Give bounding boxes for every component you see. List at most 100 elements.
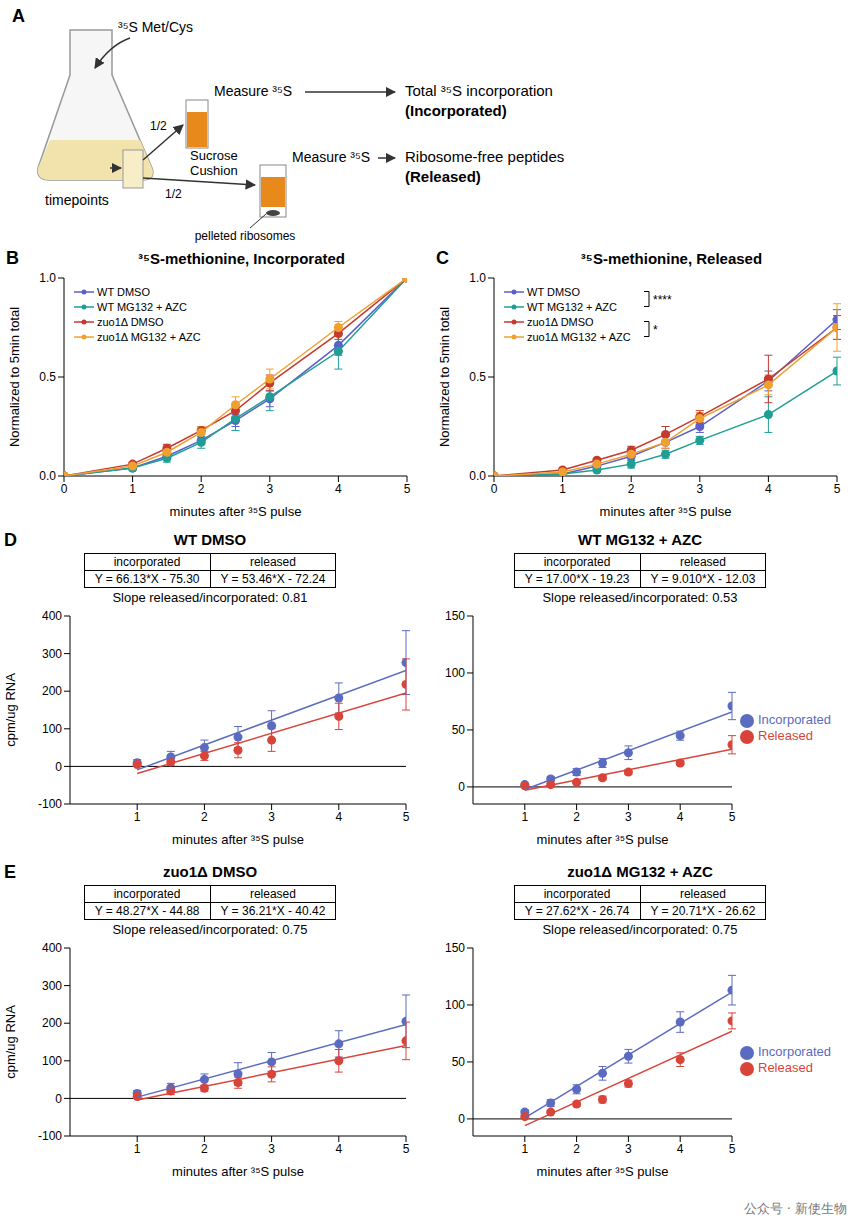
html-text:incorporated: incorporated <box>113 555 181 569</box>
svg-text:4: 4 <box>335 810 342 824</box>
svg-text:2: 2 <box>201 1142 208 1156</box>
svg-text:4: 4 <box>677 810 684 824</box>
svg-text:pelleted ribosomes: pelleted ribosomes <box>195 229 296 243</box>
html-text:zuo1Δ MG132 + AZC: zuo1Δ MG132 + AZC <box>567 863 713 880</box>
svg-text:minutes after ³⁵S pulse: minutes after ³⁵S pulse <box>537 1164 669 1179</box>
svg-text:50: 50 <box>452 1055 466 1069</box>
svg-text:0: 0 <box>61 482 68 496</box>
svg-text:5: 5 <box>403 810 410 824</box>
html-text:WT MG132 + AZC: WT MG132 + AZC <box>578 531 702 548</box>
svg-text:1: 1 <box>134 1142 141 1156</box>
html-text:WT DMSO: WT DMSO <box>173 531 247 548</box>
svg-text:200: 200 <box>42 1016 62 1030</box>
svg-text:3: 3 <box>268 810 275 824</box>
svg-text:0.5: 0.5 <box>469 370 486 384</box>
svg-text:Ribosome-free peptides: Ribosome-free peptides <box>405 148 564 165</box>
svg-text:0: 0 <box>491 482 498 496</box>
svg-text:5: 5 <box>834 482 841 496</box>
svg-text:300: 300 <box>42 979 62 993</box>
svg-text:1: 1 <box>129 482 136 496</box>
svg-text:5: 5 <box>404 482 411 496</box>
svg-text:3: 3 <box>266 482 273 496</box>
svg-text:A: A <box>12 6 25 26</box>
svg-text:2: 2 <box>573 810 580 824</box>
svg-text:2: 2 <box>198 482 205 496</box>
svg-text:1/2: 1/2 <box>165 187 182 201</box>
svg-text:-100: -100 <box>38 1129 62 1143</box>
svg-text:1.0: 1.0 <box>39 271 56 285</box>
html-text:Slope released/incorporated: 0: Slope released/incorporated: 0.75 <box>112 922 308 937</box>
svg-text:minutes after ³⁵S pulse: minutes after ³⁵S pulse <box>172 1164 304 1179</box>
svg-text:cpm/ug RNA: cpm/ug RNA <box>3 1005 18 1079</box>
svg-text:400: 400 <box>42 609 62 623</box>
svg-text:0.5: 0.5 <box>39 370 56 384</box>
svg-text:Normalized to 5min total: Normalized to 5min total <box>437 307 452 447</box>
svg-text:0: 0 <box>458 1112 465 1126</box>
html-text:公众号 · 新使生物: 公众号 · 新使生物 <box>743 1201 847 1216</box>
svg-text:100: 100 <box>42 722 62 736</box>
html-text:Released: Released <box>758 1060 813 1075</box>
svg-text:1/2: 1/2 <box>150 119 167 133</box>
svg-text:4: 4 <box>677 1142 684 1156</box>
html-text:Slope released/incorporated: 0: Slope released/incorporated: 0.81 <box>112 590 308 605</box>
svg-text:100: 100 <box>445 998 465 1012</box>
svg-text:Normalized to 5min total: Normalized to 5min total <box>7 307 22 447</box>
html-text:zuo1Δ DMSO: zuo1Δ DMSO <box>162 863 258 880</box>
svg-text:0.0: 0.0 <box>469 469 486 483</box>
svg-text:Total ³⁵S incorporation: Total ³⁵S incorporation <box>405 82 553 99</box>
html-text:released: released <box>249 555 296 569</box>
svg-text:150: 150 <box>445 609 465 623</box>
svg-text:³⁵S Met/Cys: ³⁵S Met/Cys <box>118 19 193 35</box>
svg-text:1: 1 <box>521 1142 528 1156</box>
html-text:Released: Released <box>758 728 813 743</box>
svg-text:50: 50 <box>452 723 466 737</box>
svg-text:SucroseCushion: SucroseCushion <box>190 148 238 178</box>
svg-text:3: 3 <box>625 810 632 824</box>
svg-text:0: 0 <box>55 1092 62 1106</box>
svg-text:3: 3 <box>625 1142 632 1156</box>
svg-text:200: 200 <box>42 684 62 698</box>
svg-text:0: 0 <box>55 760 62 774</box>
svg-text:minutes after ³⁵S pulse: minutes after ³⁵S pulse <box>600 504 732 519</box>
svg-text:*: * <box>653 323 658 337</box>
html-text:Incorporated: Incorporated <box>758 712 831 728</box>
svg-text:(Incorporated): (Incorporated) <box>405 102 507 119</box>
html-text:³⁵S-methionine, Released: ³⁵S-methionine, Released <box>580 250 763 267</box>
svg-text:150: 150 <box>445 941 465 955</box>
html-text:Incorporated: Incorporated <box>758 1044 831 1060</box>
svg-text:cpm/ug RNA: cpm/ug RNA <box>3 673 18 747</box>
html-text:Slope released/incorporated: 0: Slope released/incorporated: 0.53 <box>542 590 738 605</box>
svg-text:100: 100 <box>445 666 465 680</box>
svg-text:5: 5 <box>729 1142 736 1156</box>
svg-text:minutes after ³⁵S pulse: minutes after ³⁵S pulse <box>537 832 669 847</box>
html-text:³⁵S-methionine, Incorporated: ³⁵S-methionine, Incorporated <box>138 250 345 267</box>
svg-text:-100: -100 <box>38 797 62 811</box>
svg-text:5: 5 <box>403 1142 410 1156</box>
svg-text:4: 4 <box>335 1142 342 1156</box>
svg-text:Measure ³⁵S: Measure ³⁵S <box>292 149 370 165</box>
html-text:Slope released/incorporated: 0: Slope released/incorporated: 0.75 <box>542 922 738 937</box>
svg-text:2: 2 <box>201 810 208 824</box>
svg-text:2: 2 <box>628 482 635 496</box>
svg-text:1.0: 1.0 <box>469 271 486 285</box>
svg-text:****: **** <box>653 293 672 307</box>
svg-text:1: 1 <box>134 810 141 824</box>
svg-text:(Released): (Released) <box>405 168 481 185</box>
svg-text:Measure ³⁵S: Measure ³⁵S <box>214 83 292 99</box>
svg-text:minutes after ³⁵S pulse: minutes after ³⁵S pulse <box>170 504 302 519</box>
svg-text:4: 4 <box>335 482 342 496</box>
svg-text:timepoints: timepoints <box>45 192 109 208</box>
svg-text:5: 5 <box>729 810 736 824</box>
svg-text:0: 0 <box>458 780 465 794</box>
svg-text:1: 1 <box>521 810 528 824</box>
svg-text:4: 4 <box>765 482 772 496</box>
svg-text:0.0: 0.0 <box>39 469 56 483</box>
svg-text:100: 100 <box>42 1054 62 1068</box>
svg-text:minutes after ³⁵S pulse: minutes after ³⁵S pulse <box>172 832 304 847</box>
svg-text:3: 3 <box>268 1142 275 1156</box>
svg-text:300: 300 <box>42 647 62 661</box>
svg-text:400: 400 <box>42 941 62 955</box>
svg-text:2: 2 <box>573 1142 580 1156</box>
svg-text:3: 3 <box>696 482 703 496</box>
svg-text:1: 1 <box>559 482 566 496</box>
